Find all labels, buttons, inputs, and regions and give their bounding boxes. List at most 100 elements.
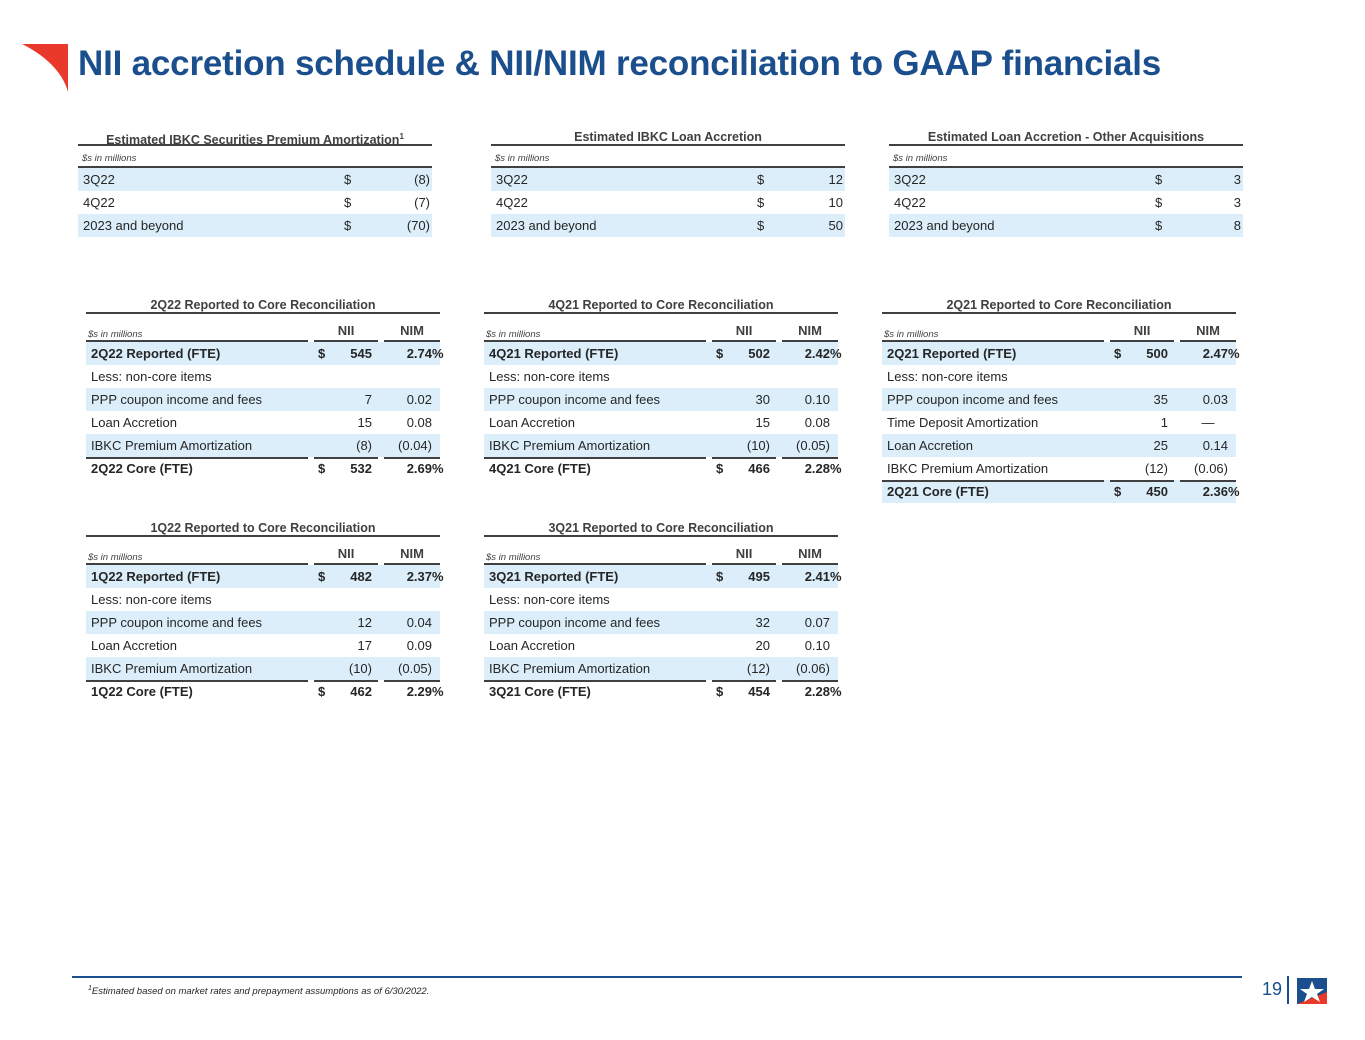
nii-value: 466 bbox=[748, 461, 770, 476]
table-title: Estimated IBKC Loan Accretion bbox=[491, 128, 845, 146]
table-title-text: Estimated Loan Accretion - Other Acquisi… bbox=[927, 130, 1205, 144]
table-row: PPP coupon income and fees 7 0.02 bbox=[86, 388, 440, 411]
row-label: 1Q22 Reported (FTE) bbox=[91, 569, 221, 584]
table-row: 2Q21 Reported (FTE) $500 2.47% bbox=[882, 342, 1240, 365]
row-label: 4Q21 Reported (FTE) bbox=[489, 346, 619, 361]
dollar-sign: $ bbox=[318, 346, 326, 361]
table-row: Loan Accretion 15 0.08 bbox=[484, 411, 838, 434]
row-label: 3Q22 bbox=[83, 172, 115, 187]
nim-value: — bbox=[1201, 415, 1215, 430]
accretion-table-other-acquisitions: Estimated Loan Accretion - Other Acquisi… bbox=[889, 128, 1243, 237]
total-row: 2Q22 Core (FTE) $532 2.69% bbox=[86, 457, 444, 480]
table-row: 4Q22 $10 bbox=[491, 191, 845, 214]
row-label: 2023 and beyond bbox=[894, 218, 995, 233]
nii-value: 500 bbox=[1146, 346, 1168, 361]
row-label: Less: non-core items bbox=[489, 592, 610, 607]
percent-sign bbox=[432, 388, 442, 411]
percent-sign bbox=[830, 365, 840, 388]
total-underline bbox=[782, 457, 838, 459]
dollar-sign bbox=[1114, 388, 1126, 411]
nim-value: 2.74 bbox=[406, 346, 432, 361]
percent-sign bbox=[1228, 457, 1238, 480]
nim-value bbox=[782, 365, 830, 388]
nii-value: 15 bbox=[755, 415, 770, 430]
units-text: $s in millions bbox=[893, 153, 948, 164]
header-underline bbox=[86, 563, 308, 565]
dollar-sign bbox=[318, 634, 330, 657]
percent-sign bbox=[432, 657, 442, 680]
row-label: 4Q22 bbox=[496, 195, 528, 210]
units-label: $s in millions bbox=[491, 146, 845, 168]
table-title: 3Q21 Reported to Core Reconciliation bbox=[484, 519, 838, 537]
table-row: 2Q22 Reported (FTE) $545 2.74% bbox=[86, 342, 444, 365]
percent-sign bbox=[432, 411, 442, 434]
accretion-table-ibkc-securities: Estimated IBKC Securities Premium Amorti… bbox=[78, 128, 432, 237]
dollar-sign bbox=[716, 588, 728, 611]
nim-value: (0.05) bbox=[398, 661, 432, 676]
table-row: 3Q22 $3 bbox=[889, 168, 1243, 191]
nim-value: (0.05) bbox=[796, 438, 830, 453]
reconciliation-table-3q21: 3Q21 Reported to Core Reconciliation $s i… bbox=[484, 519, 842, 703]
table-title: Estimated Loan Accretion - Other Acquisi… bbox=[889, 128, 1243, 146]
column-header-row: $s in millions NII NIM bbox=[484, 314, 838, 342]
row-label: Loan Accretion bbox=[887, 438, 974, 453]
percent-sign bbox=[432, 588, 442, 611]
dollar-sign bbox=[318, 411, 330, 434]
dollar-sign bbox=[318, 588, 330, 611]
units-text: $s in millions bbox=[495, 153, 550, 164]
units-text: $s in millions bbox=[82, 153, 137, 164]
nii-value: 32 bbox=[755, 615, 770, 630]
table-row: Less: non-core items bbox=[882, 365, 1236, 388]
dollar-sign bbox=[1114, 411, 1126, 434]
footer-divider bbox=[72, 976, 1242, 978]
percent-sign: % bbox=[830, 684, 842, 699]
nii-value: 20 bbox=[755, 638, 770, 653]
row-label: 4Q21 Core (FTE) bbox=[489, 461, 591, 476]
row-value: 3 bbox=[1233, 195, 1241, 210]
table-row: Less: non-core items bbox=[86, 588, 440, 611]
percent-sign bbox=[432, 365, 442, 388]
table-row: PPP coupon income and fees 35 0.03 bbox=[882, 388, 1236, 411]
table-row: Less: non-core items bbox=[484, 365, 838, 388]
table-row: 2023 and beyond $50 bbox=[491, 214, 845, 237]
nii-value: 545 bbox=[350, 346, 372, 361]
dollar-sign: $ bbox=[716, 569, 724, 584]
nim-value: 0.08 bbox=[804, 415, 830, 430]
nii-value: 462 bbox=[350, 684, 372, 699]
total-underline bbox=[384, 457, 440, 459]
row-value: 50 bbox=[828, 218, 843, 233]
row-value: 10 bbox=[828, 195, 843, 210]
total-row: 3Q21 Core (FTE) $454 2.28% bbox=[484, 680, 842, 703]
dollar-sign bbox=[318, 388, 330, 411]
percent-sign bbox=[1228, 365, 1238, 388]
row-label: 4Q22 bbox=[83, 195, 115, 210]
total-row: 2Q21 Core (FTE) $450 2.36% bbox=[882, 480, 1240, 503]
table-title: 2Q22 Reported to Core Reconciliation bbox=[86, 296, 440, 314]
dollar-sign: $ bbox=[716, 346, 724, 361]
nim-header: NIM bbox=[782, 543, 838, 565]
table-row: Loan Accretion 17 0.09 bbox=[86, 634, 440, 657]
dollar-sign: $ bbox=[1155, 218, 1163, 233]
nii-header: NII bbox=[314, 543, 378, 565]
nim-value: 0.07 bbox=[804, 615, 830, 630]
row-label: 2Q21 Reported (FTE) bbox=[887, 346, 1017, 361]
total-underline bbox=[1110, 480, 1174, 482]
table-row: IBKC Premium Amortization (10) (0.05) bbox=[86, 657, 440, 680]
row-label: Loan Accretion bbox=[489, 415, 576, 430]
total-underline bbox=[86, 680, 308, 682]
dollar-sign: $ bbox=[318, 461, 326, 476]
column-header-row: $s in millions NII NIM bbox=[86, 314, 440, 342]
nii-value bbox=[728, 365, 770, 388]
header-underline bbox=[484, 563, 706, 565]
percent-sign bbox=[830, 611, 840, 634]
nim-value: (0.06) bbox=[796, 661, 830, 676]
nii-value: 482 bbox=[350, 569, 372, 584]
nii-value: 1 bbox=[1160, 415, 1168, 430]
accretion-table-ibkc-loan: Estimated IBKC Loan Accretion $s in milli… bbox=[491, 128, 845, 237]
row-label: IBKC Premium Amortization bbox=[91, 661, 253, 676]
percent-sign: % bbox=[1228, 484, 1240, 499]
row-value: 3 bbox=[1233, 172, 1241, 187]
dollar-sign bbox=[1114, 457, 1126, 480]
table-title: 4Q21 Reported to Core Reconciliation bbox=[484, 296, 838, 314]
nim-value: 0.04 bbox=[406, 615, 432, 630]
